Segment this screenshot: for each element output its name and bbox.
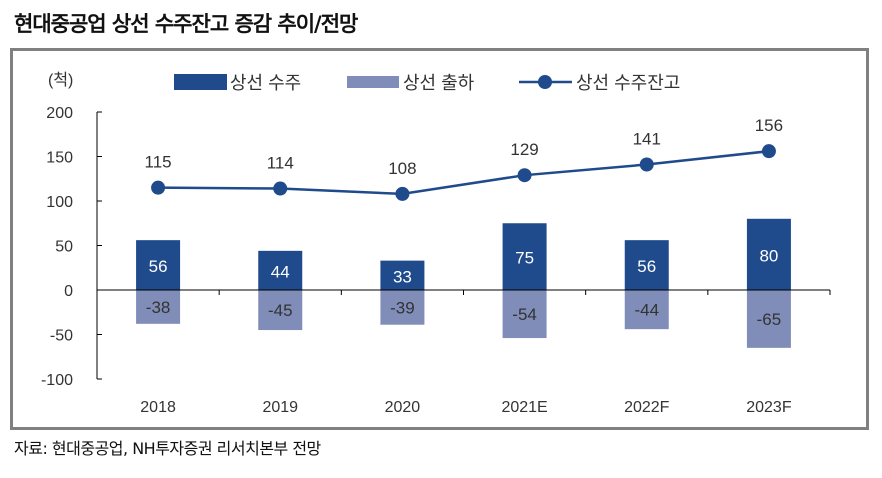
backlog-point [517,168,532,183]
bar-orders [380,260,425,290]
y-tick-label: 200 [46,105,73,122]
bar-deliveries [380,290,425,325]
x-tick-label: 2021E [501,399,547,416]
unit-label: (척) [48,71,73,89]
orders-data-label: 33 [393,267,412,286]
legend-label-deliveries: 상선 출하 [403,73,475,93]
backlog-data-label: 156 [755,116,783,135]
y-tick-label: 100 [46,194,73,211]
bar-orders [624,240,669,290]
deliveries-data-label: -38 [146,298,171,317]
bar-deliveries [258,290,303,331]
legend-label-orders: 상선 수주 [230,73,301,93]
deliveries-data-label: -65 [757,310,782,329]
backlog-data-label: 115 [145,153,172,172]
y-tick-label: 50 [55,239,73,256]
x-tick-label: 2020 [385,399,421,416]
backlog-point [639,157,654,172]
orders-data-label: 56 [149,257,168,276]
bar-orders [136,240,181,290]
y-tick-label: -50 [50,328,73,345]
bar-orders [258,250,303,290]
bar-deliveries [502,290,547,339]
bar-orders [502,223,547,290]
legend-label-backlog: 상선 수주잔고 [576,73,680,93]
deliveries-data-label: -45 [268,301,293,320]
backlog-point [395,186,410,201]
deliveries-data-label: -54 [512,305,537,324]
bar-deliveries [624,290,669,330]
legend-swatch-deliveries [347,76,399,88]
source-note: 자료: 현대중공업, NH투자증권 리서치본부 전망 [14,439,321,458]
backlog-data-label: 141 [633,130,661,149]
legend-swatch-orders [174,74,227,90]
bar-deliveries [746,290,791,348]
orders-data-label: 44 [271,262,290,281]
x-tick-label: 2022F [624,399,670,416]
orders-data-label: 80 [759,246,778,265]
y-tick-label: 0 [64,283,73,300]
orders-data-label: 56 [637,257,656,276]
backlog-data-label: 114 [267,154,294,173]
backlog-data-label: 108 [388,159,416,178]
backlog-point [761,144,776,159]
y-tick-label: -100 [41,372,73,389]
deliveries-data-label: -39 [390,298,415,317]
backlog-line [158,149,770,196]
x-tick-label: 2019 [262,399,298,416]
chart-frame [10,48,869,430]
orders-data-label: 75 [515,249,534,268]
backlog-point [273,181,288,196]
y-tick-label: 150 [46,150,73,167]
backlog-data-label: 129 [510,140,538,159]
chart-title: 현대중공업 상선 수주잔고 증감 추이/전망 [14,12,358,36]
legend-marker-backlog [538,75,552,89]
bar-orders [746,218,791,290]
x-tick-label: 2018 [140,399,176,416]
bar-deliveries [136,290,181,324]
backlog-point [151,180,166,195]
deliveries-data-label: -44 [634,301,659,320]
x-tick-label: 2023F [746,399,792,416]
